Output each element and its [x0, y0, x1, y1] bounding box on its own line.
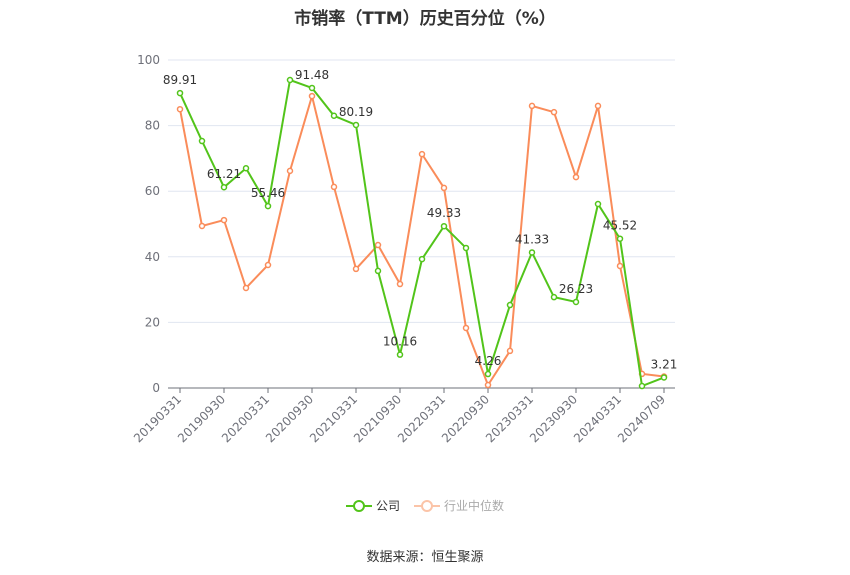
data-point[interactable]: [264, 261, 272, 269]
data-point[interactable]: [352, 121, 360, 129]
data-label: 80.19: [339, 105, 373, 119]
data-point[interactable]: [396, 280, 404, 288]
data-point[interactable]: [594, 200, 602, 208]
data-point[interactable]: [506, 347, 514, 355]
y-tick-label: 80: [145, 119, 160, 133]
data-label: 89.91: [163, 73, 197, 87]
data-point[interactable]: [440, 184, 448, 192]
legend-item-industry[interactable]: 行业中位数: [414, 497, 504, 514]
data-label: 41.33: [515, 232, 549, 246]
data-point[interactable]: [220, 183, 228, 191]
data-label: 4.26: [475, 354, 502, 368]
data-point[interactable]: [396, 351, 404, 358]
data-point[interactable]: [330, 183, 338, 191]
data-label: 26.23: [559, 282, 593, 296]
data-point[interactable]: [176, 89, 184, 97]
legend-item-company[interactable]: 公司: [345, 497, 400, 514]
data-source: 数据来源：恒生聚源: [366, 550, 484, 565]
data-point[interactable]: [484, 381, 492, 389]
y-tick-label: 100: [137, 53, 160, 67]
series-line: [179, 92, 665, 388]
legend: 公司 行业中位数: [0, 497, 850, 514]
data-label: 49.33: [427, 206, 461, 220]
chart-title: 市销率（TTM）历史百分位（%）: [294, 9, 556, 29]
legend-company-icon: [345, 499, 372, 512]
data-point[interactable]: [176, 105, 184, 113]
legend-label-company: 公司: [375, 499, 400, 513]
data-point[interactable]: [572, 298, 580, 306]
x-tick-label: 20240709: [615, 392, 668, 445]
data-point[interactable]: [594, 102, 602, 110]
data-point[interactable]: [264, 202, 272, 210]
data-point[interactable]: [308, 84, 316, 92]
data-point[interactable]: [660, 374, 668, 381]
data-point[interactable]: [330, 112, 338, 120]
data-label: 10.16: [383, 335, 417, 349]
data-point[interactable]: [462, 244, 470, 252]
data-label: 45.52: [603, 219, 637, 233]
data-label: 91.48: [295, 68, 329, 82]
data-point[interactable]: [418, 150, 426, 158]
y-tick-label: 0: [152, 381, 160, 395]
data-label: 61.21: [207, 167, 241, 181]
data-point[interactable]: [286, 76, 294, 84]
y-tick-label: 20: [145, 315, 160, 329]
data-point[interactable]: [616, 262, 624, 270]
data-point[interactable]: [242, 164, 250, 172]
data-point[interactable]: [440, 222, 448, 230]
line-chart: 0204060801002019033120190930202003312020…: [131, 53, 678, 445]
data-point[interactable]: [220, 216, 228, 224]
data-point[interactable]: [528, 102, 536, 110]
data-point[interactable]: [418, 255, 426, 263]
data-point[interactable]: [484, 370, 492, 378]
data-point[interactable]: [198, 222, 206, 230]
y-tick-label: 60: [145, 184, 160, 198]
data-point[interactable]: [638, 382, 646, 390]
data-point[interactable]: [374, 241, 382, 249]
data-point[interactable]: [528, 249, 536, 256]
legend-label-industry: 行业中位数: [444, 499, 505, 513]
data-point[interactable]: [242, 284, 250, 292]
data-point[interactable]: [616, 235, 624, 242]
data-point[interactable]: [374, 267, 382, 275]
data-point[interactable]: [550, 108, 558, 116]
data-point[interactable]: [462, 324, 470, 332]
y-tick-label: 40: [145, 250, 160, 264]
data-point[interactable]: [572, 173, 580, 181]
data-point[interactable]: [550, 293, 558, 301]
data-point[interactable]: [308, 92, 316, 100]
data-point[interactable]: [506, 301, 514, 309]
data-label: 55.46: [251, 186, 285, 200]
data-label: 3.21: [651, 357, 678, 371]
data-point[interactable]: [286, 167, 294, 175]
data-point[interactable]: [352, 265, 360, 273]
data-point[interactable]: [198, 137, 206, 145]
legend-industry-icon: [414, 499, 440, 512]
